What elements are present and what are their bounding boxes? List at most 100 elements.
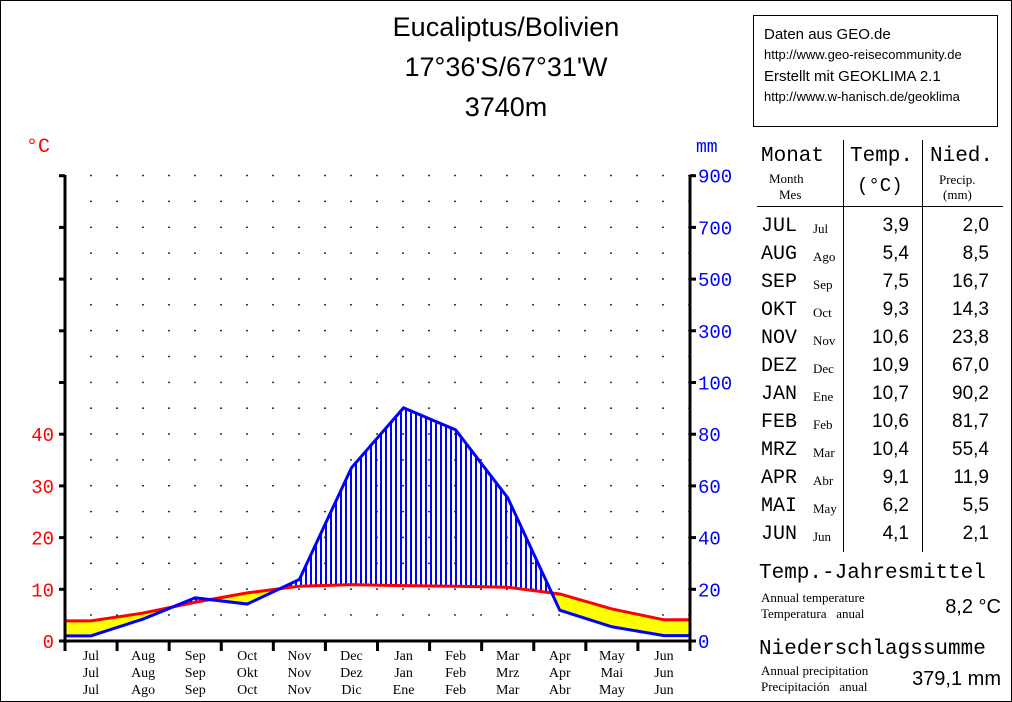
- precipitation-line: [65, 406, 690, 638]
- month-es: Abr: [813, 473, 834, 488]
- grid-dot: [532, 484, 534, 487]
- grid-dot: [142, 536, 144, 539]
- grid-dot: [142, 510, 144, 513]
- grid-dot: [324, 614, 326, 616]
- grid-dot: [116, 226, 118, 229]
- month-label-de: Jun: [654, 666, 673, 681]
- grid-dot: [350, 252, 352, 255]
- grid-dot: [324, 303, 326, 306]
- grid-dot: [298, 174, 300, 177]
- grid-dot: [532, 614, 534, 616]
- grid-dot: [376, 381, 378, 384]
- grid-dot: [610, 484, 612, 487]
- month-label-es: Sep: [185, 683, 206, 698]
- grid-dot: [584, 278, 586, 280]
- grid-dot: [272, 562, 274, 565]
- grid-dot: [272, 614, 274, 616]
- grid-dot: [662, 200, 664, 203]
- grid-dot: [298, 510, 300, 513]
- grid-dot: [558, 174, 560, 177]
- grid-dot: [142, 433, 144, 435]
- grid-dot: [324, 407, 326, 410]
- month-es: Nov: [813, 333, 836, 348]
- grid-dot: [324, 226, 326, 229]
- grid-dot: [142, 174, 144, 177]
- grid-dot: [142, 329, 144, 332]
- grid-dot: [350, 588, 352, 591]
- grid-dot: [350, 329, 352, 332]
- grid-dot: [90, 588, 92, 591]
- station-elevation: 3740m: [464, 92, 548, 122]
- grid-dot: [532, 407, 534, 410]
- grid-dot: [116, 252, 118, 255]
- grid-dot: [298, 614, 300, 616]
- grid-dot: [662, 433, 664, 435]
- grid-dot: [90, 252, 92, 255]
- grid-dot: [220, 329, 222, 332]
- grid-dot: [662, 252, 664, 255]
- grid-dot: [298, 588, 300, 591]
- grid-dot: [610, 433, 612, 435]
- grid-dot: [350, 200, 352, 203]
- grid-dot: [90, 484, 92, 487]
- month-label-en: Aug: [131, 649, 155, 664]
- grid-dot: [168, 433, 170, 435]
- grid-dot: [246, 459, 248, 461]
- grid-dot: [324, 278, 326, 280]
- grid-dot: [194, 536, 196, 539]
- grid-dot: [636, 510, 638, 513]
- month-label-es: May: [599, 683, 625, 698]
- grid-dot: [194, 459, 196, 461]
- month-label-es: Ene: [393, 683, 415, 698]
- grid-dot: [272, 200, 274, 203]
- grid-dot: [350, 278, 352, 280]
- grid-dot: [220, 174, 222, 177]
- grid-dot: [610, 536, 612, 539]
- grid-dot: [142, 303, 144, 306]
- grid-dot: [220, 433, 222, 435]
- table-row: APR Abr 9,1 11,9: [757, 467, 1003, 495]
- grid-dot: [428, 200, 430, 203]
- grid-dot: [662, 303, 664, 306]
- grid-dot: [220, 252, 222, 255]
- grid-dot: [636, 484, 638, 487]
- grid-dot: [298, 562, 300, 565]
- grid-dot: [246, 484, 248, 487]
- grid-dot: [116, 381, 118, 384]
- grid-dot: [350, 459, 352, 461]
- grid-dot: [168, 614, 170, 616]
- table-row: FEB Feb 10,6 81,7: [757, 411, 1003, 439]
- grid-dot: [662, 278, 664, 280]
- grid-dot: [142, 252, 144, 255]
- grid-dot: [220, 484, 222, 487]
- grid-dot: [480, 252, 482, 255]
- grid-dot: [402, 226, 404, 229]
- month-label-de: Aug: [131, 666, 155, 681]
- grid-dot: [532, 303, 534, 306]
- month-de: JAN: [761, 383, 798, 406]
- month-de: FEB: [761, 411, 798, 434]
- grid-dot: [350, 226, 352, 229]
- grid-dot: [610, 200, 612, 203]
- grid-dot: [168, 588, 170, 591]
- left-tick-label: 10: [31, 580, 54, 602]
- grid-dot: [272, 510, 274, 513]
- grid-dot: [532, 252, 534, 255]
- precip-value: 81,7: [952, 411, 989, 432]
- precip-value: 90,2: [952, 383, 989, 404]
- grid-dot: [532, 278, 534, 280]
- grid-dot: [636, 433, 638, 435]
- grid-dot: [116, 588, 118, 591]
- grid-dot: [350, 407, 352, 410]
- grid-dot: [376, 329, 378, 332]
- grid-dot: [662, 484, 664, 487]
- creator-url: http://www.w-hanisch.de/geoklima: [764, 89, 960, 104]
- grid-dot: [636, 329, 638, 332]
- grid-dot: [662, 614, 664, 616]
- grid-dot: [142, 355, 144, 358]
- temp-mean-en: Annual temperature: [761, 590, 865, 605]
- right-tick-label: 0: [698, 632, 709, 654]
- grid-dot: [558, 484, 560, 487]
